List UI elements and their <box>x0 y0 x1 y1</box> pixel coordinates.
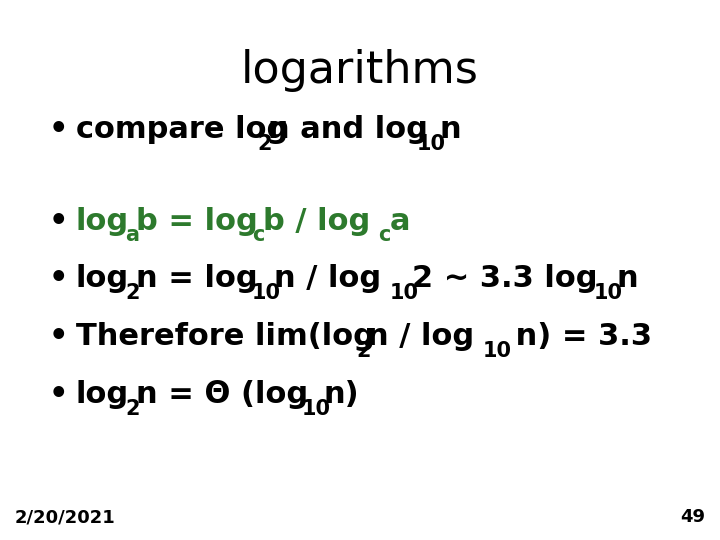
Text: 2: 2 <box>356 341 371 361</box>
Text: 2: 2 <box>125 399 140 418</box>
Text: 49: 49 <box>680 509 706 526</box>
Text: 2 ∼ 3.3 log: 2 ∼ 3.3 log <box>413 264 598 293</box>
Text: a: a <box>390 206 410 235</box>
Text: 2/20/2021: 2/20/2021 <box>14 509 115 526</box>
Text: •: • <box>49 380 68 409</box>
Text: 10: 10 <box>483 341 512 361</box>
Text: n / log: n / log <box>274 264 382 293</box>
Text: 10: 10 <box>252 283 281 303</box>
Text: •: • <box>49 114 68 144</box>
Text: log: log <box>76 380 129 409</box>
Text: n / log: n / log <box>367 322 474 351</box>
Text: n = Θ (log: n = Θ (log <box>136 380 308 409</box>
Text: 10: 10 <box>302 399 330 418</box>
Text: 10: 10 <box>594 283 623 303</box>
Text: a: a <box>125 225 139 245</box>
Text: 10: 10 <box>390 283 419 303</box>
Text: n and log: n and log <box>269 114 428 144</box>
Text: •: • <box>49 206 68 235</box>
Text: logarithms: logarithms <box>241 49 479 92</box>
Text: c: c <box>379 225 391 245</box>
Text: n): n) <box>324 380 359 409</box>
Text: log: log <box>76 264 129 293</box>
Text: b / log: b / log <box>263 206 370 235</box>
Text: Therefore lim(log: Therefore lim(log <box>76 322 374 351</box>
Text: n) = 3.3: n) = 3.3 <box>505 322 652 351</box>
Text: compare log: compare log <box>76 114 288 144</box>
Text: c: c <box>252 225 264 245</box>
Text: b = log: b = log <box>136 206 258 235</box>
Text: n: n <box>439 114 461 144</box>
Text: 2: 2 <box>257 133 271 153</box>
Text: •: • <box>49 264 68 293</box>
Text: n: n <box>616 264 638 293</box>
Text: •: • <box>49 322 68 351</box>
Text: n = log: n = log <box>136 264 258 293</box>
Text: 2: 2 <box>125 283 140 303</box>
Text: 10: 10 <box>417 133 446 153</box>
Text: log: log <box>76 206 129 235</box>
